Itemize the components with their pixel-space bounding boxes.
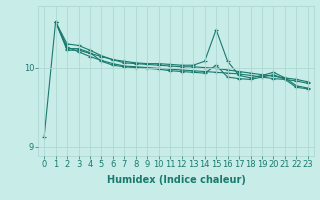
X-axis label: Humidex (Indice chaleur): Humidex (Indice chaleur) bbox=[107, 175, 245, 185]
